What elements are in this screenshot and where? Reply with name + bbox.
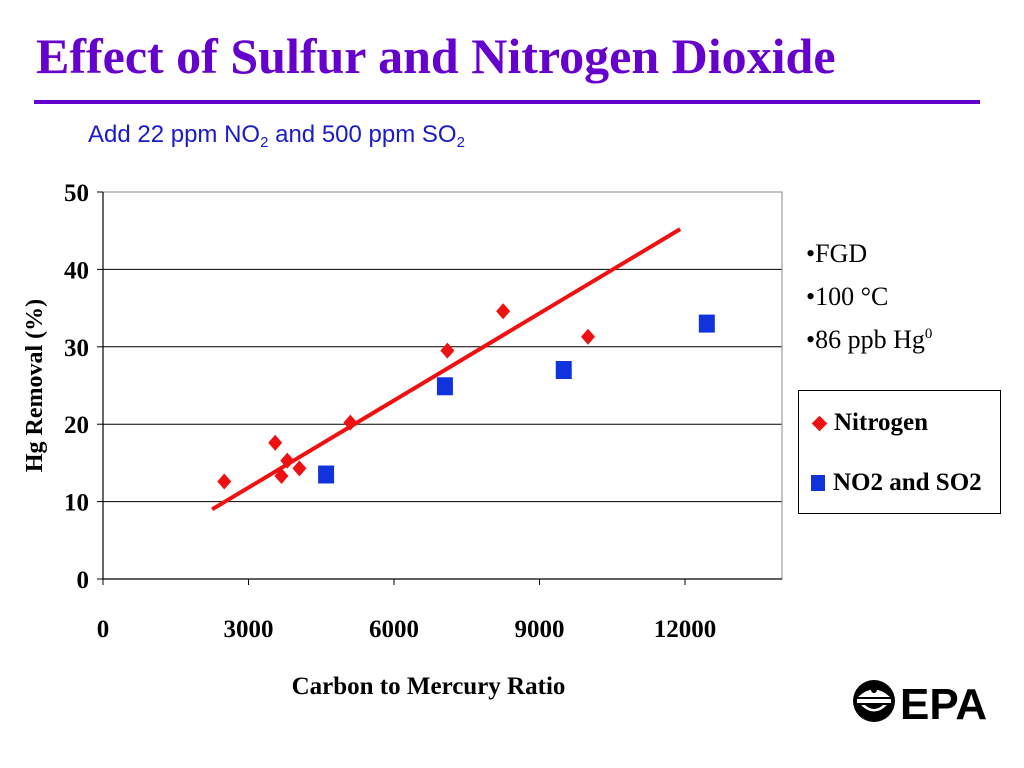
- chart-data-points: [217, 303, 715, 490]
- chart-legend: Nitrogen NO2 and SO2: [798, 390, 1001, 514]
- y-tick-label: 40: [64, 257, 89, 284]
- legend-label-nitrogen: Nitrogen: [834, 409, 928, 436]
- subtitle-prefix: Add 22 ppm NO: [88, 121, 261, 148]
- title-underline: [34, 100, 980, 104]
- subtitle-sub-1: 2: [260, 134, 269, 151]
- data-point-no2-so2: [555, 361, 572, 380]
- chart-tick-labels: 0 10 20 30 40 50 0 3000 6000 9000 12000: [64, 180, 716, 643]
- data-point-nitrogen: [217, 473, 232, 490]
- data-point-nitrogen: [343, 414, 358, 431]
- x-tick-label: 6000: [369, 616, 419, 643]
- y-axis-label: Hg Removal (%): [22, 299, 48, 472]
- x-tick-label: 0: [97, 616, 110, 643]
- condition-temperature: •100 °C: [806, 282, 889, 311]
- x-tick-label: 12000: [654, 616, 717, 643]
- data-point-nitrogen: [274, 468, 289, 485]
- data-point-nitrogen: [292, 460, 307, 477]
- data-point-nitrogen: [280, 452, 295, 469]
- legend-label-no2-so2: NO2 and SO2: [833, 469, 982, 496]
- subtitle-sub-2: 2: [456, 134, 465, 151]
- square-marker-icon: [811, 475, 825, 491]
- legend-item-nitrogen: Nitrogen: [811, 409, 928, 437]
- data-point-no2-so2: [436, 377, 453, 396]
- data-point-nitrogen: [496, 303, 511, 320]
- y-tick-label: 20: [64, 412, 89, 439]
- condition-mercury-text: •86 ppb Hg: [806, 325, 925, 354]
- slide-subtitle: Add 22 ppm NO2 and 500 ppm SO2: [88, 121, 465, 151]
- diamond-marker-icon: [811, 415, 828, 431]
- x-axis-label: Carbon to Mercury Ratio: [292, 673, 566, 700]
- data-point-no2-so2: [698, 314, 715, 333]
- y-tick-label: 0: [77, 567, 90, 594]
- data-point-nitrogen: [440, 342, 455, 359]
- subtitle-middle: and 500 ppm SO: [268, 121, 457, 148]
- condition-mercury: •86 ppb Hg0: [806, 318, 932, 361]
- conditions-list: •FGD •100 °C •86 ppb Hg0: [806, 232, 932, 361]
- y-tick-label: 50: [64, 180, 89, 207]
- data-point-no2-so2: [318, 465, 335, 484]
- slide-title: Effect of Sulfur and Nitrogen Dioxide: [36, 28, 836, 84]
- y-tick-label: 30: [64, 335, 89, 362]
- data-point-nitrogen: [581, 328, 595, 345]
- chart-axes: [97, 191, 783, 585]
- y-tick-label: 10: [64, 490, 89, 517]
- condition-mercury-sup: 0: [924, 326, 933, 342]
- x-tick-label: 3000: [224, 616, 274, 643]
- trendline: [211, 227, 682, 512]
- epa-logo: EPA: [853, 680, 987, 724]
- data-point-nitrogen: [268, 434, 283, 451]
- condition-fgd: •FGD: [806, 239, 868, 268]
- epa-logo-text: EPA: [900, 680, 987, 724]
- epa-flower-icon: [853, 680, 895, 722]
- chart-gridlines: [103, 191, 782, 503]
- chart-trendline-group: [211, 227, 682, 512]
- x-tick-label: 9000: [515, 616, 565, 643]
- legend-item-no2-so2: NO2 and SO2: [811, 469, 982, 497]
